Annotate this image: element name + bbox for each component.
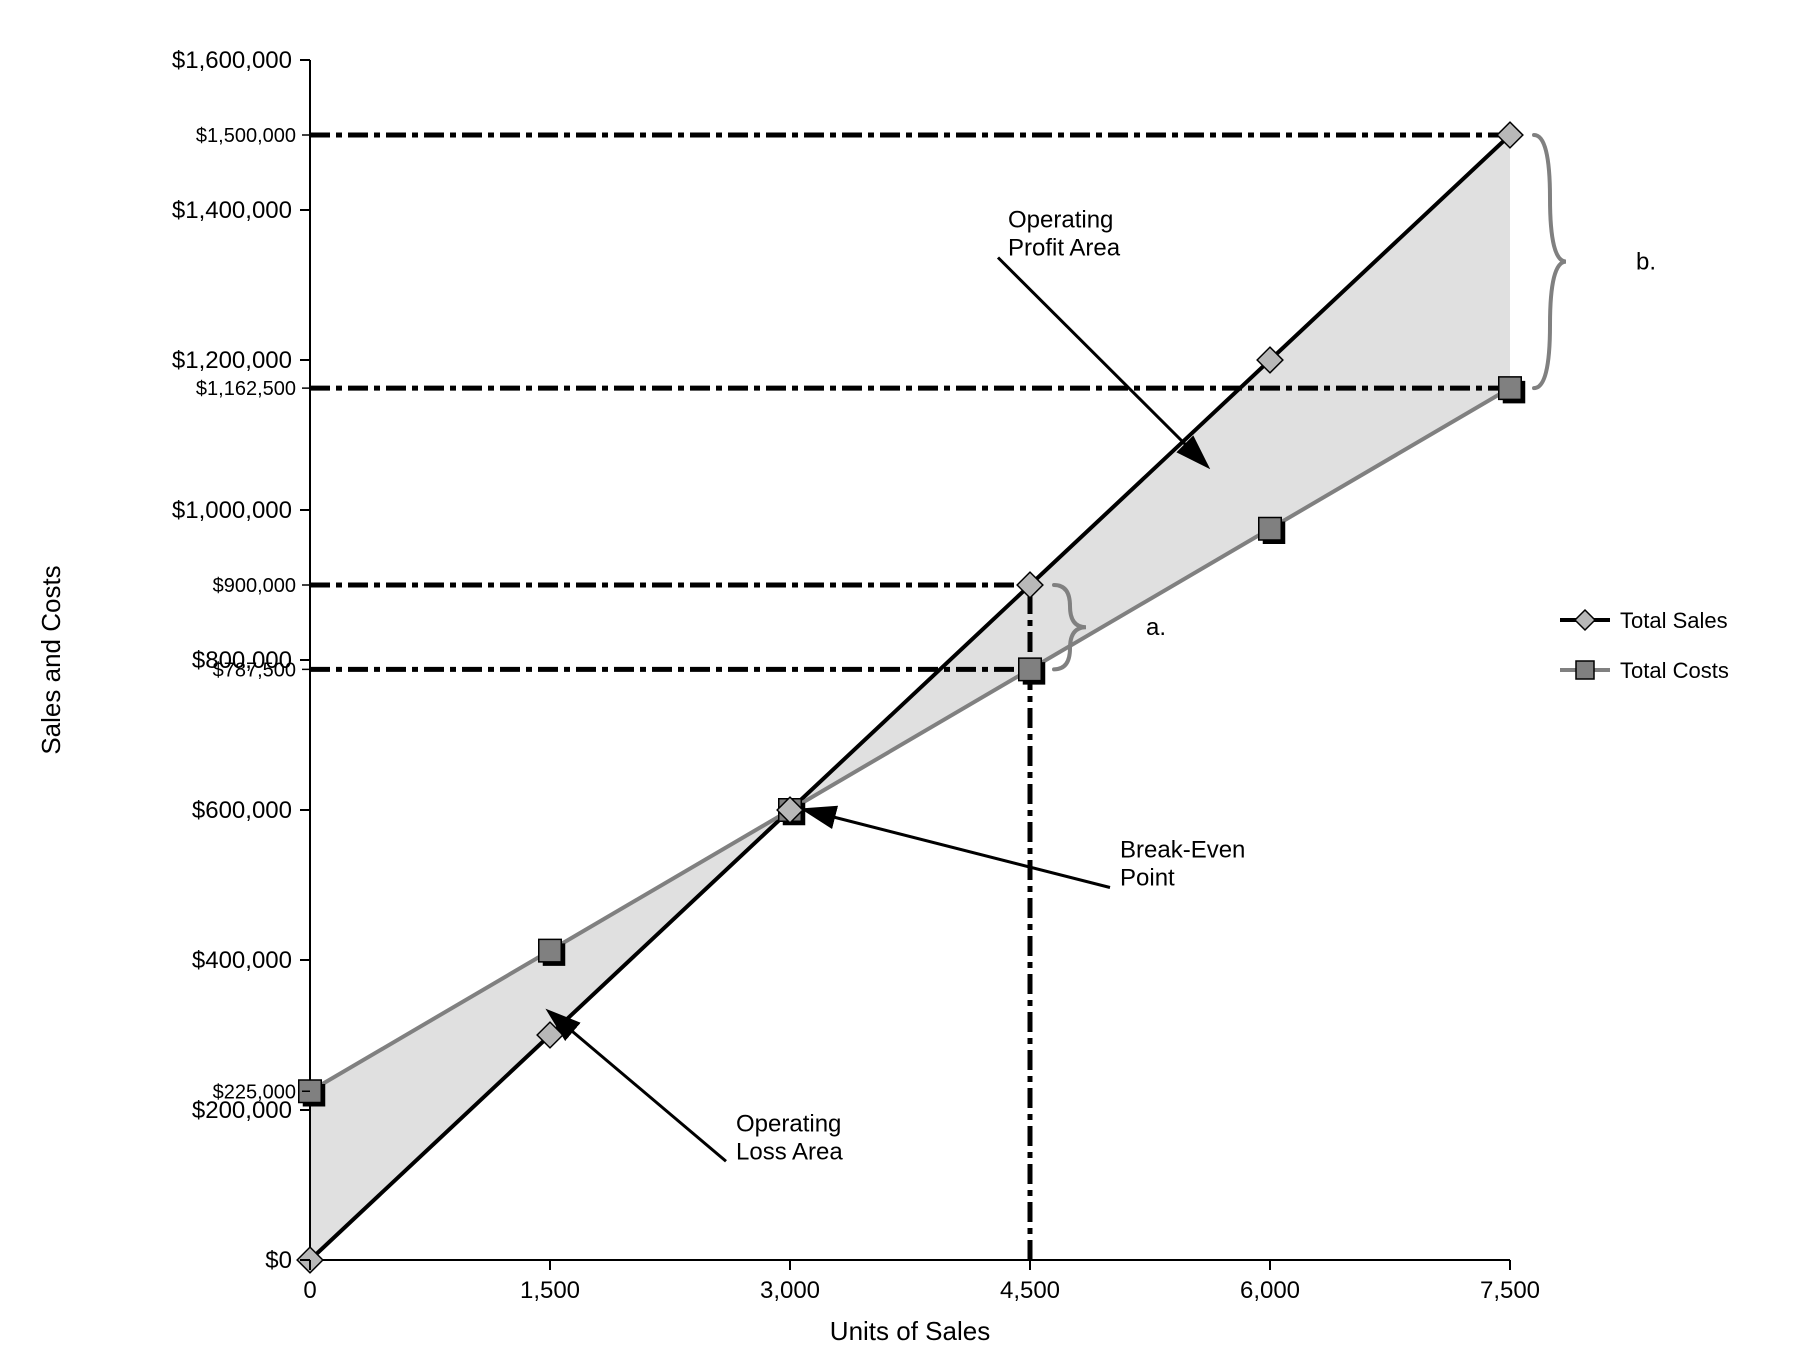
svg-text:$900,000: $900,000 [213, 575, 296, 597]
svg-text:Total Sales: Total Sales [1620, 608, 1728, 633]
svg-text:$0: $0 [265, 1247, 292, 1274]
svg-text:$787,500: $787,500 [213, 659, 296, 681]
svg-text:Total Costs: Total Costs [1620, 658, 1729, 683]
svg-text:$1,200,000: $1,200,000 [172, 347, 292, 374]
svg-text:$600,000: $600,000 [192, 797, 292, 824]
svg-text:4,500: 4,500 [1000, 1277, 1060, 1304]
x-axis-label: Units of Sales [830, 1316, 990, 1346]
svg-text:0: 0 [303, 1277, 316, 1304]
svg-text:$1,500,000: $1,500,000 [196, 125, 296, 147]
svg-text:Loss Area: Loss Area [736, 1138, 843, 1165]
svg-text:$225,000: $225,000 [213, 1081, 296, 1103]
svg-text:7,500: 7,500 [1480, 1277, 1540, 1304]
svg-text:Operating: Operating [736, 1110, 841, 1137]
breakeven-chart: 01,5003,0004,5006,0007,500 $0$200,000$40… [0, 0, 1800, 1369]
svg-text:$1,600,000: $1,600,000 [172, 47, 292, 74]
svg-text:3,000: 3,000 [760, 1277, 820, 1304]
svg-text:$1,162,500: $1,162,500 [196, 378, 296, 400]
svg-text:b.: b. [1636, 249, 1656, 276]
svg-text:Point: Point [1120, 865, 1175, 892]
svg-text:$1,400,000: $1,400,000 [172, 197, 292, 224]
svg-text:a.: a. [1146, 614, 1166, 641]
svg-text:$400,000: $400,000 [192, 947, 292, 974]
svg-text:$1,000,000: $1,000,000 [172, 497, 292, 524]
svg-text:1,500: 1,500 [520, 1277, 580, 1304]
svg-text:Profit Area: Profit Area [1008, 235, 1121, 262]
svg-text:6,000: 6,000 [1240, 1277, 1300, 1304]
y-axis-label: Sales and Costs [36, 565, 66, 754]
svg-text:Operating: Operating [1008, 207, 1113, 234]
svg-text:Break-Even: Break-Even [1120, 837, 1245, 864]
